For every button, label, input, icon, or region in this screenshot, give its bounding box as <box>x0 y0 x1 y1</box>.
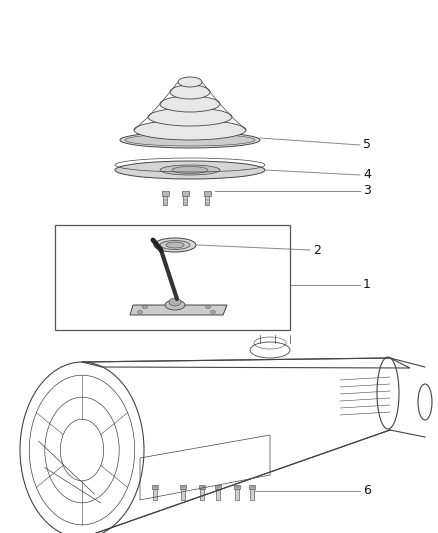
Text: 4: 4 <box>363 168 371 182</box>
Bar <box>162 191 169 196</box>
Ellipse shape <box>148 108 232 126</box>
Bar <box>199 485 205 489</box>
Ellipse shape <box>160 96 220 112</box>
Bar <box>204 191 211 196</box>
Bar <box>215 485 221 489</box>
Text: 3: 3 <box>363 184 371 198</box>
Text: 5: 5 <box>363 139 371 151</box>
Bar <box>249 485 255 489</box>
Ellipse shape <box>120 132 260 148</box>
Bar <box>200 486 204 500</box>
Ellipse shape <box>169 298 181 306</box>
Text: 2: 2 <box>313 244 321 256</box>
Ellipse shape <box>178 77 202 87</box>
Ellipse shape <box>170 85 210 99</box>
Bar <box>180 485 186 489</box>
Bar <box>181 191 188 196</box>
Bar <box>183 194 187 205</box>
Ellipse shape <box>160 240 190 249</box>
Ellipse shape <box>154 238 196 252</box>
Bar <box>152 485 158 489</box>
Bar <box>181 486 185 500</box>
Ellipse shape <box>134 120 246 140</box>
Ellipse shape <box>211 311 215 313</box>
Ellipse shape <box>166 242 184 248</box>
Ellipse shape <box>172 166 208 174</box>
Bar <box>163 194 167 205</box>
Text: 6: 6 <box>363 484 371 497</box>
Bar <box>250 486 254 500</box>
Bar <box>235 486 239 500</box>
Ellipse shape <box>125 134 255 146</box>
Bar <box>216 486 220 500</box>
Ellipse shape <box>115 161 265 179</box>
Text: 1: 1 <box>363 279 371 292</box>
Ellipse shape <box>165 300 185 310</box>
Ellipse shape <box>205 305 211 309</box>
Ellipse shape <box>138 311 142 313</box>
Polygon shape <box>130 305 227 315</box>
Bar <box>55 225 290 330</box>
Bar <box>205 194 209 205</box>
Ellipse shape <box>160 165 220 175</box>
Bar <box>153 486 157 500</box>
Bar <box>234 485 240 489</box>
Ellipse shape <box>142 305 148 309</box>
